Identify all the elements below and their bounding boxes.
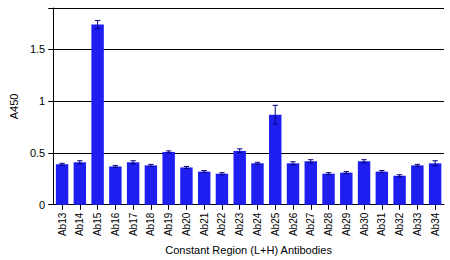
svg-text:0.5: 0.5 — [30, 147, 45, 159]
svg-text:Ab27: Ab27 — [305, 212, 316, 236]
svg-text:Ab34: Ab34 — [430, 212, 441, 236]
svg-text:0: 0 — [39, 199, 45, 211]
svg-text:Ab21: Ab21 — [199, 212, 210, 236]
svg-text:Ab22: Ab22 — [216, 212, 227, 236]
svg-text:Ab33: Ab33 — [412, 212, 423, 236]
svg-text:Ab19: Ab19 — [163, 212, 174, 236]
svg-text:Ab13: Ab13 — [57, 212, 68, 236]
svg-text:1: 1 — [39, 95, 45, 107]
svg-text:Ab15: Ab15 — [92, 212, 103, 236]
svg-text:Ab23: Ab23 — [234, 212, 245, 236]
svg-text:Ab16: Ab16 — [110, 212, 121, 236]
svg-text:A450: A450 — [8, 94, 20, 120]
svg-text:Ab20: Ab20 — [181, 212, 192, 236]
svg-text:Ab17: Ab17 — [128, 212, 139, 236]
svg-text:Ab24: Ab24 — [252, 212, 263, 236]
svg-text:Ab25: Ab25 — [270, 212, 281, 236]
svg-text:Ab32: Ab32 — [394, 212, 405, 236]
svg-text:Ab14: Ab14 — [74, 212, 85, 236]
svg-text:Ab18: Ab18 — [145, 212, 156, 236]
svg-text:Ab31: Ab31 — [376, 212, 387, 236]
svg-text:Ab30: Ab30 — [359, 212, 370, 236]
svg-text:Constant Region (L+H) Antibodi: Constant Region (L+H) Antibodies — [165, 244, 332, 256]
svg-text:Ab26: Ab26 — [288, 212, 299, 236]
svg-text:Ab28: Ab28 — [323, 212, 334, 236]
svg-text:1.5: 1.5 — [30, 43, 45, 55]
svg-text:Ab29: Ab29 — [341, 212, 352, 236]
